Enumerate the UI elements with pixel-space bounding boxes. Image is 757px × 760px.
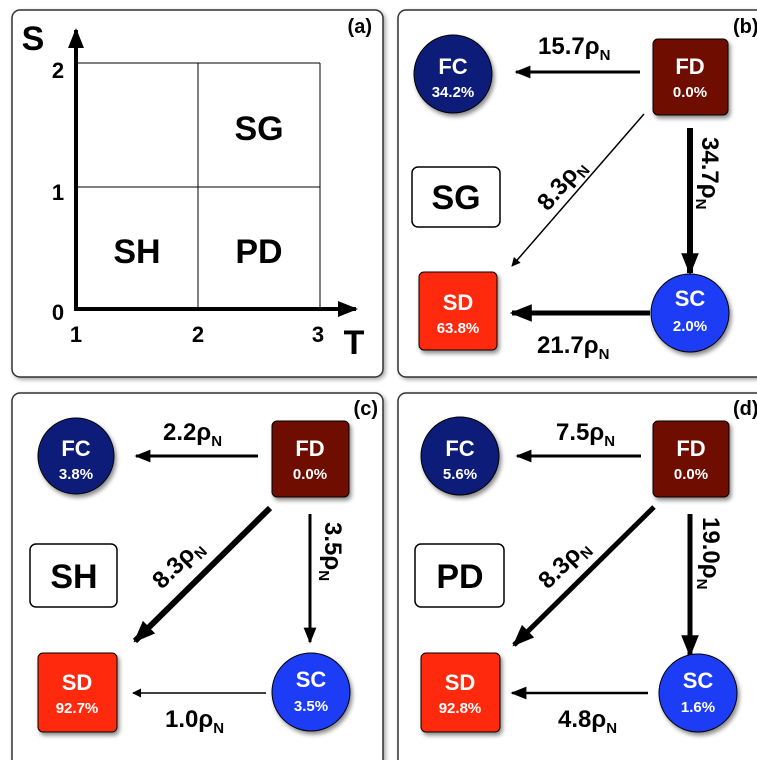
node-fc-name: FC [438,54,467,79]
rate-label-fd-fc: 15.7ρN [538,33,610,64]
node-fd-shape [271,420,350,498]
node-sd-value: 63.8% [437,320,480,337]
game-label-pd: PD [436,558,483,596]
node-sc: SC 3.5% [271,652,351,732]
node-sc-shape [650,273,730,353]
rate-label-sc-sd: 1.0ρN [165,706,224,737]
node-fc-name: FC [445,436,474,461]
game-box-pd [414,543,505,608]
region-sh-label: SH [113,233,160,271]
node-fd-value: 0.0% [673,84,707,101]
node-sd: SD 92.7% [37,652,118,733]
node-fc: FC 3.8% [37,417,115,495]
rate-label-fd-fc: 2.2ρN [163,419,222,450]
node-sc-name: SC [683,668,714,693]
node-fc-shape [413,34,493,114]
node-sc-shape [271,652,351,732]
rate-label-fd-sc: 19.0ρN [693,517,724,589]
x-tick-label: 1 [70,322,82,347]
node-sc-shape [658,653,738,733]
rate-label-fd-sc: 34.7ρN [692,137,723,209]
node-sc-value: 1.6% [681,699,715,716]
node-fd: FD 0.0% [652,420,730,498]
arrow-fd-sd [132,505,273,644]
node-sd-shape [418,271,498,351]
y-axis-label: S [22,20,45,58]
node-sd-value: 92.7% [56,700,99,717]
node-fc-shape [37,417,115,495]
node-fd-shape [652,420,730,498]
node-fc-value: 3.8% [59,466,93,483]
game-label-sh: SH [50,558,97,596]
node-sd: SD 92.8% [420,652,501,733]
arrow-fd-sd [511,113,645,267]
node-sd-shape [420,652,501,733]
node-sd: SD 63.8% [418,271,498,351]
panel-a-label: (a) [348,16,372,38]
node-fc-name: FC [61,436,90,461]
node-fc-shape [420,416,500,496]
region-pd-label: PD [235,233,282,271]
node-fd: FD 0.0% [652,38,729,116]
node-sd-name: SD [443,290,474,315]
node-fd-name: FD [675,54,704,79]
x-tick-label: 2 [192,322,204,347]
node-fd-name: FD [295,436,324,461]
node-sc-name: SC [675,286,706,311]
region-grid [76,62,321,309]
rate-label-sc-sd: 4.8ρN [558,706,617,737]
x-tick-label: 3 [312,322,324,347]
node-fd: FD 0.0% [271,420,350,498]
rate-label-fd-fc: 7.5ρN [556,419,615,450]
game-box-sh [29,543,118,608]
node-sc-value: 2.0% [673,318,707,335]
node-fd-value: 0.0% [674,466,708,483]
node-fd-shape [652,38,729,116]
game-label-sg: SG [431,179,480,217]
y-tick-label: 0 [52,300,64,325]
node-fc-value: 5.6% [443,466,477,483]
panel-b: (b) SG 15.7ρN 34.7ρN 8.3ρN 21.7ρN FC 34.… [397,9,757,378]
panel-d: (d) PD 7.5ρN 19.0ρN 8.3ρN 4.8ρN FC 5.6% … [397,392,757,760]
arrow-fd-sd [512,505,656,647]
rate-label-fd-sc: 3.5ρN [315,522,346,581]
region-sg-label: SG [234,110,283,148]
panel-c-label: (c) [354,398,378,420]
panel-b-label: (b) [733,16,757,38]
y-tick-label: 1 [52,180,64,205]
node-sd-name: SD [445,670,476,695]
node-fc: FC 5.6% [420,416,500,496]
node-fc-value: 34.2% [432,84,475,101]
game-box-sg [411,166,501,228]
node-sc-name: SC [296,667,327,692]
y-tick-label: 2 [52,58,64,83]
panel-c: (c) SH 2.2ρN 3.5ρN 8.3ρN 1.0ρN FC 3.8% F… [11,392,384,760]
node-sd-shape [37,652,118,733]
node-sd-name: SD [62,670,93,695]
rate-label-sc-sd: 21.7ρN [537,332,609,363]
node-sc: SC 2.0% [650,273,730,353]
node-fd-value: 0.0% [293,466,327,483]
node-sc-value: 3.5% [294,698,328,715]
node-fc: FC 34.2% [413,34,493,114]
node-sc: SC 1.6% [658,653,738,733]
panel-a: (a) S T 2 1 0 1 2 3 SG SH PD [11,9,384,378]
node-sd-value: 92.8% [439,700,482,717]
x-axis-label: T [344,324,365,362]
panel-d-label: (d) [733,398,757,420]
node-fd-name: FD [676,436,705,461]
